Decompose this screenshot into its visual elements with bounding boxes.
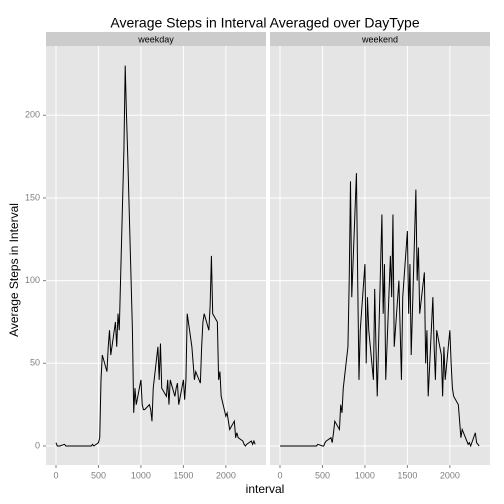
line bbox=[280, 173, 480, 448]
x-tick-label: 500 bbox=[91, 470, 106, 480]
x-tick-label: 2000 bbox=[216, 470, 236, 480]
x-tick-label: 1000 bbox=[355, 470, 375, 480]
x-tick-label: 0 bbox=[277, 470, 282, 480]
strip-label: weekday bbox=[137, 34, 174, 44]
panel bbox=[46, 46, 266, 465]
x-tick-label: 0 bbox=[53, 470, 58, 480]
x-tick-label: 1500 bbox=[173, 470, 193, 480]
y-tick-label: 150 bbox=[25, 192, 40, 202]
strip bbox=[46, 32, 266, 46]
line bbox=[55, 65, 256, 447]
y-axis-label: Average Steps in Interval bbox=[7, 203, 21, 337]
x-tick-label: 1000 bbox=[131, 470, 151, 480]
strip bbox=[270, 32, 490, 46]
y-tick-label: 50 bbox=[30, 358, 40, 368]
y-tick-label: 200 bbox=[25, 110, 40, 120]
strip-label: weekend bbox=[361, 34, 398, 44]
y-tick-label: 0 bbox=[35, 440, 40, 450]
chart-title: Average Steps in Interval Averaged over … bbox=[110, 15, 419, 31]
x-tick-label: 500 bbox=[315, 470, 330, 480]
x-axis-label: interval bbox=[246, 482, 285, 496]
x-tick-label: 1500 bbox=[397, 470, 417, 480]
y-tick-label: 100 bbox=[25, 275, 40, 285]
x-tick-label: 2000 bbox=[440, 470, 460, 480]
